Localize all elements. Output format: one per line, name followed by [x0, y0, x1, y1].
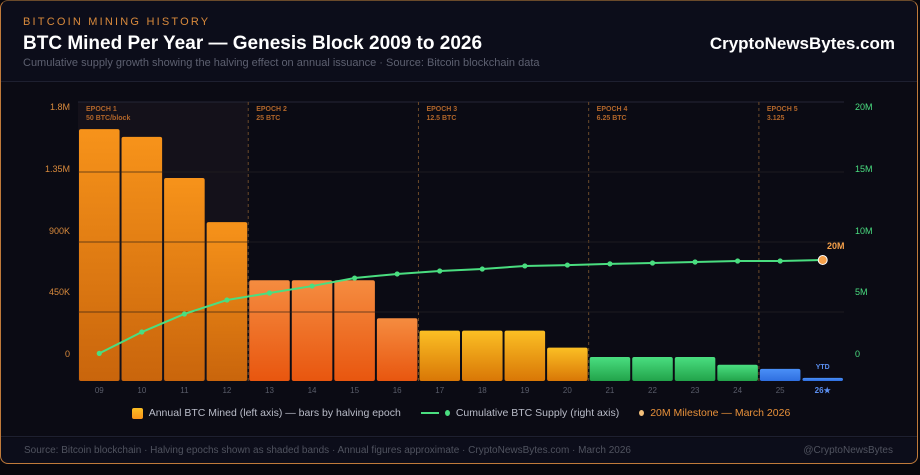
x-axis-tick: 15	[350, 386, 359, 395]
bar	[802, 377, 843, 381]
header-divider	[1, 81, 917, 82]
right-axis-tick: 20M	[855, 102, 873, 112]
x-axis-tick: 24	[733, 386, 742, 395]
x-axis-tick: 17	[435, 386, 444, 395]
x-axis-tick: 26★	[815, 386, 832, 395]
supply-point	[479, 266, 485, 272]
supply-point	[266, 290, 273, 296]
supply-point	[607, 261, 613, 267]
epoch-label: EPOCH 3	[426, 106, 457, 113]
supply-point	[564, 262, 570, 268]
right-axis-tick: 15M	[855, 164, 873, 174]
footer-handle: @CryptoNewsBytes	[803, 445, 893, 456]
chart-card: BITCOIN MINING HISTORY BTC Mined Per Yea…	[0, 0, 918, 464]
bar-swatch-icon	[131, 407, 143, 419]
supply-point	[649, 260, 656, 266]
left-axis-tick: 900K	[49, 226, 70, 236]
epoch-label: EPOCH 1	[86, 106, 117, 113]
x-axis-tick: 22	[648, 386, 657, 395]
bar	[547, 347, 588, 381]
bar	[164, 177, 205, 381]
milestone-dot-icon	[639, 410, 645, 416]
epoch-reward: 3.125	[767, 115, 785, 122]
epoch-reward: 6.25 BTC	[597, 115, 627, 122]
supply-point	[692, 259, 698, 265]
supply-point	[394, 271, 400, 277]
bar	[759, 368, 801, 381]
right-axis-tick: 5M	[855, 287, 868, 297]
bar	[334, 280, 375, 381]
chart-subtitle: Cumulative supply growth showing the hal…	[23, 57, 540, 69]
x-axis-tick: 14	[308, 386, 317, 395]
brand-logo-text: CryptoNewsBytes.com	[709, 34, 895, 53]
x-axis-tick: 13	[265, 386, 274, 395]
legend-milestone-label: 20M Milestone — March 2026	[650, 407, 791, 419]
legend-bars: Annual BTC Mined (left axis) — bars by h…	[131, 407, 401, 419]
x-axis-tick: 16	[393, 386, 402, 395]
epoch-label: EPOCH 2	[256, 106, 287, 113]
x-axis-tick: 25	[776, 386, 785, 395]
supply-point	[522, 263, 528, 269]
legend-line: Cumulative BTC Supply (right axis)	[420, 407, 620, 419]
supply-point	[437, 268, 443, 274]
x-axis-tick: 23	[691, 386, 700, 395]
bar	[504, 330, 546, 381]
left-axis-tick: 1.35M	[45, 164, 70, 174]
ytd-label: YTD	[816, 364, 830, 371]
supply-line	[98, 259, 823, 355]
x-axis-tick: 10	[137, 386, 146, 395]
bar	[717, 364, 758, 381]
legend-bars-label: Annual BTC Mined (left axis) — bars by h…	[148, 407, 401, 419]
milestone-label: 20M	[827, 241, 845, 251]
line-dot-icon	[444, 410, 450, 416]
epoch-label: EPOCH 4	[597, 106, 628, 113]
epoch-reward: 50 BTC/block	[86, 115, 130, 122]
bar	[376, 318, 418, 381]
bar	[632, 356, 673, 381]
supply-point	[181, 311, 187, 317]
supply-point	[777, 258, 783, 264]
kicker: BITCOIN MINING HISTORY	[23, 16, 211, 28]
right-axis-tick: 10M	[855, 226, 873, 236]
x-axis-tick: 09	[95, 386, 104, 395]
legend: Annual BTC Mined (left axis) — bars by h…	[1, 407, 920, 419]
line-swatch-icon	[420, 412, 439, 414]
supply-point	[309, 283, 315, 289]
legend-line-label: Cumulative BTC Supply (right axis)	[455, 407, 620, 419]
x-axis-tick: 12	[222, 386, 231, 395]
bar	[121, 136, 163, 381]
bar	[249, 280, 290, 381]
supply-point	[224, 297, 230, 303]
chart-title: BTC Mined Per Year — Genesis Block 2009 …	[23, 33, 483, 54]
bar	[462, 330, 503, 381]
x-axis-tick: 20	[563, 386, 572, 395]
left-axis-tick: 0	[65, 349, 70, 359]
supply-point	[735, 258, 741, 264]
epoch-label: EPOCH 5	[767, 106, 798, 113]
footer-divider	[1, 436, 917, 437]
epoch-reward: 25 BTC	[256, 115, 280, 122]
epoch-reward: 12.5 BTC	[426, 115, 456, 122]
x-axis-tick: 21	[605, 386, 614, 395]
left-axis-tick: 450K	[49, 287, 70, 297]
supply-point	[352, 275, 358, 281]
bar	[419, 330, 460, 381]
legend-milestone: 20M Milestone — March 2026	[639, 407, 790, 419]
right-axis-tick: 0	[855, 349, 860, 359]
bar	[291, 280, 333, 381]
x-axis-tick: 11	[180, 386, 189, 395]
x-axis-tick: 19	[520, 386, 529, 395]
bar	[674, 356, 716, 381]
left-axis-tick: 1.8M	[50, 102, 70, 112]
bar	[79, 129, 120, 381]
bar	[589, 356, 631, 381]
footer-source: Source: Bitcoin blockchain · Halving epo…	[24, 445, 631, 456]
milestone-marker	[817, 255, 828, 266]
supply-point	[139, 329, 145, 335]
x-axis-tick: 18	[478, 386, 487, 395]
supply-point	[96, 350, 102, 356]
